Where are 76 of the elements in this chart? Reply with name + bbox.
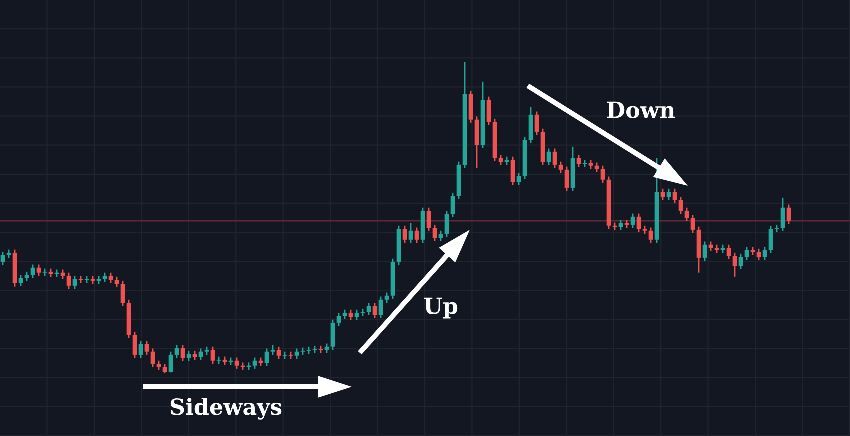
candlestick <box>276 346 282 360</box>
text: Sideways <box>170 398 282 420</box>
candlestick <box>180 344 186 362</box>
candlestick <box>564 166 570 192</box>
candlestick <box>510 156 516 186</box>
candlestick <box>744 246 750 261</box>
candlestick <box>66 272 72 290</box>
candlestick <box>270 344 276 356</box>
candlestick <box>486 96 492 126</box>
candlestick <box>786 204 792 225</box>
candlestick <box>186 350 192 362</box>
candlestick <box>762 246 768 261</box>
candlestick <box>408 222 414 244</box>
candlestick <box>534 111 540 136</box>
candlestick <box>378 296 384 319</box>
candlestick <box>678 196 684 215</box>
candlestick <box>756 248 762 261</box>
candlestick <box>168 351 174 374</box>
candlestick <box>252 357 258 370</box>
candlestick <box>426 207 432 232</box>
candlestick <box>336 312 342 327</box>
candlestick <box>726 244 732 260</box>
candlestick <box>330 319 336 351</box>
candlestick <box>348 309 354 321</box>
candlestick <box>138 340 144 359</box>
candlestick <box>402 225 408 244</box>
candlestick <box>558 161 564 174</box>
candlestick <box>666 188 672 201</box>
candlestick <box>0 251 6 266</box>
candlestick <box>414 227 420 244</box>
candlestick <box>120 280 126 307</box>
candlestick <box>132 331 138 359</box>
candlestick <box>780 197 786 232</box>
candlestick <box>702 241 708 262</box>
annotation: Up <box>424 298 458 319</box>
candlestick <box>618 219 624 231</box>
candlestick <box>366 302 372 316</box>
candlestick <box>234 357 240 370</box>
candlestick <box>552 148 558 169</box>
candlestick <box>768 225 774 254</box>
candlestick <box>144 340 150 356</box>
candlestick <box>174 344 180 359</box>
candlestick <box>546 148 552 166</box>
candlestick <box>372 302 378 319</box>
candlestick <box>114 276 120 288</box>
candlestick <box>450 192 456 218</box>
candlestick <box>588 159 594 170</box>
candlestick <box>162 363 168 374</box>
candlestick <box>648 227 654 244</box>
candlestick <box>384 292 390 304</box>
candlestick <box>438 230 444 242</box>
candlestick <box>210 346 216 365</box>
candlestick <box>18 274 24 287</box>
candlestick <box>732 252 738 278</box>
candlestick <box>498 154 504 166</box>
candlestick <box>684 207 690 222</box>
candlestick <box>108 272 114 284</box>
candlestick <box>600 165 606 184</box>
candlestick <box>432 224 438 242</box>
candlestick <box>738 253 744 270</box>
candlestick <box>36 264 42 277</box>
annotation: Down <box>607 102 676 118</box>
candlestick <box>444 210 450 238</box>
candlestick <box>516 172 522 186</box>
candlestick <box>660 188 666 201</box>
candlestick <box>72 275 78 290</box>
candlestick <box>636 213 642 233</box>
candlestick <box>576 154 582 168</box>
candlestick <box>690 214 696 234</box>
candlestick <box>672 188 678 204</box>
candlestick <box>630 213 636 229</box>
candlestick <box>354 309 360 321</box>
candlestick <box>150 348 156 368</box>
candlestick <box>294 348 300 360</box>
candlestick <box>264 348 270 367</box>
candlestick <box>30 264 36 279</box>
